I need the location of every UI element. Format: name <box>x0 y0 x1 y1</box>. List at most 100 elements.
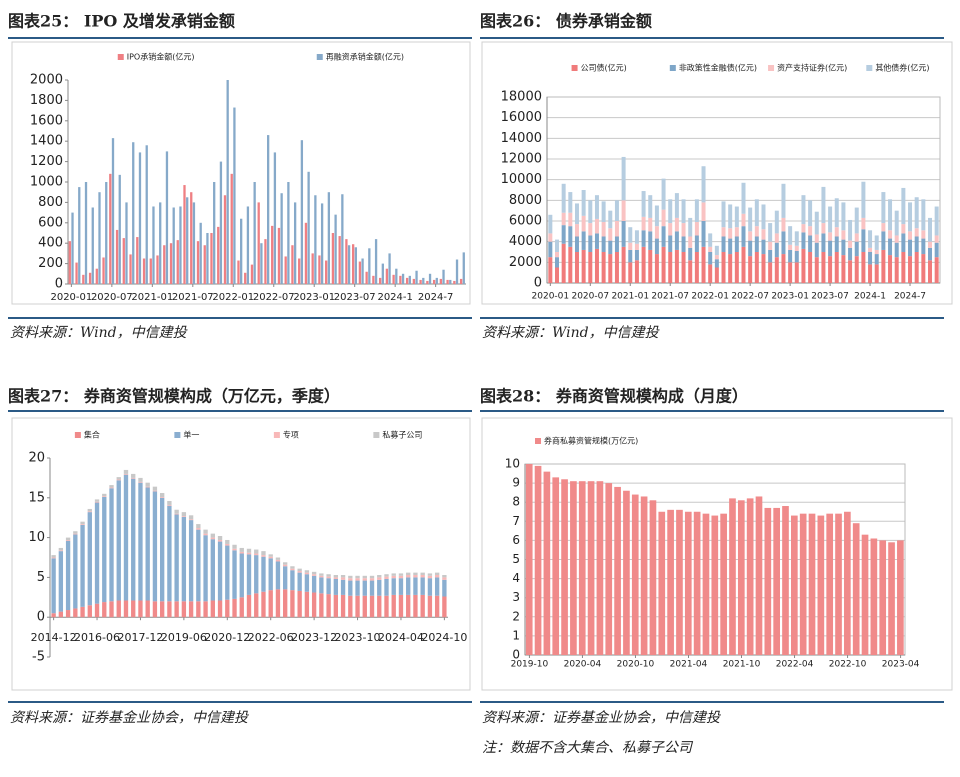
bar-segment <box>131 478 136 601</box>
bar <box>435 277 438 284</box>
bar-segment <box>814 242 819 258</box>
bar <box>835 513 842 655</box>
bar <box>587 481 595 655</box>
y-tick-label: 1000 <box>30 175 63 190</box>
bar <box>453 280 456 284</box>
bar <box>125 202 128 284</box>
bar-segment <box>254 553 259 556</box>
bar-segment <box>681 223 686 237</box>
bar-segment <box>304 574 310 592</box>
bar <box>217 226 220 284</box>
source-note: 资料来源：Wind，中信建投 <box>482 325 661 341</box>
bar-segment <box>728 228 733 239</box>
bar-segment <box>588 235 593 252</box>
bar <box>817 515 825 655</box>
bar-segment <box>80 521 85 525</box>
legend-label: 公司债(亿元) <box>581 63 627 73</box>
bar-segment <box>58 611 64 618</box>
bar-segment <box>894 210 899 236</box>
chart-frame <box>11 417 471 691</box>
bar-segment <box>362 580 367 596</box>
bar-segment <box>668 235 673 252</box>
bar <box>298 258 301 284</box>
bar <box>415 270 418 284</box>
bar-segment <box>774 233 779 243</box>
bar-segment <box>297 568 302 572</box>
bar-segment <box>348 575 353 579</box>
chart-frame <box>481 417 953 691</box>
legend-label: 资产支持证券(亿元) <box>777 63 847 73</box>
bar-segment <box>868 247 873 252</box>
y-tick-label: 16000 <box>501 110 542 125</box>
bar-segment <box>608 228 613 241</box>
y-tick-label: 0 <box>534 276 542 291</box>
bar <box>223 195 227 284</box>
bar-segment <box>384 578 389 596</box>
chart-frame <box>11 41 471 305</box>
bar-segment <box>51 557 56 559</box>
bar-segment <box>304 570 310 573</box>
y-tick-label: 8000 <box>509 193 542 208</box>
bar-segment <box>51 558 56 614</box>
bar <box>459 278 463 284</box>
bar-segment <box>628 227 633 243</box>
bar-segment <box>641 246 646 283</box>
bar-segment <box>138 482 143 601</box>
bar-segment <box>854 233 859 242</box>
bar-segment <box>87 512 92 606</box>
bar-segment <box>145 487 150 601</box>
bar <box>676 509 683 655</box>
bar-segment <box>708 246 713 252</box>
bar-segment <box>741 246 746 283</box>
x-tick-label: 2021-01 <box>131 292 173 303</box>
bar <box>320 203 324 284</box>
bar-segment <box>167 504 172 506</box>
bar-segment <box>434 572 440 576</box>
bar-segment <box>621 246 626 283</box>
bar-segment <box>828 256 833 283</box>
bar-segment <box>217 539 223 542</box>
x-tick-label: 2021-01 <box>611 292 649 302</box>
bar-segment <box>628 262 633 283</box>
bar-segment <box>80 524 85 607</box>
bar <box>405 277 409 284</box>
x-tick-label: 2020-07 <box>571 292 609 302</box>
bar <box>273 152 277 284</box>
bar-segment <box>138 477 143 482</box>
bar-segment <box>621 221 626 247</box>
bar-segment <box>854 241 859 257</box>
bar-segment <box>694 252 699 283</box>
bar-segment <box>581 215 586 232</box>
bar-segment <box>254 549 259 554</box>
bar-segment <box>413 575 418 578</box>
y-tick-label: 9 <box>512 476 520 490</box>
bar-segment <box>254 555 259 594</box>
bar-segment <box>841 255 846 283</box>
bar-segment <box>138 600 143 618</box>
bar-segment <box>834 236 839 252</box>
bar-segment <box>654 205 659 227</box>
bar-segment <box>239 547 244 552</box>
bar-segment <box>188 520 194 602</box>
bar <box>109 173 112 284</box>
x-tick-label: 2019-10 <box>511 660 549 670</box>
bar-segment <box>728 204 733 229</box>
bar-segment <box>319 577 324 594</box>
bar <box>122 238 125 284</box>
bar-segment <box>174 509 179 514</box>
x-tick-label: 2020-01 <box>532 292 570 302</box>
bar-segment <box>548 233 553 242</box>
bar-segment <box>203 533 208 536</box>
bar-segment <box>275 559 281 562</box>
bar <box>455 259 459 284</box>
bar-segment <box>681 236 686 252</box>
bar-segment <box>581 249 586 283</box>
bar-segment <box>116 480 121 601</box>
bar-segment <box>311 592 317 618</box>
y-tick-label: 800 <box>38 195 63 210</box>
bar-segment <box>828 240 833 257</box>
bar <box>623 490 630 655</box>
bar-segment <box>355 595 360 618</box>
x-tick-label: 2023-07 <box>811 292 849 302</box>
